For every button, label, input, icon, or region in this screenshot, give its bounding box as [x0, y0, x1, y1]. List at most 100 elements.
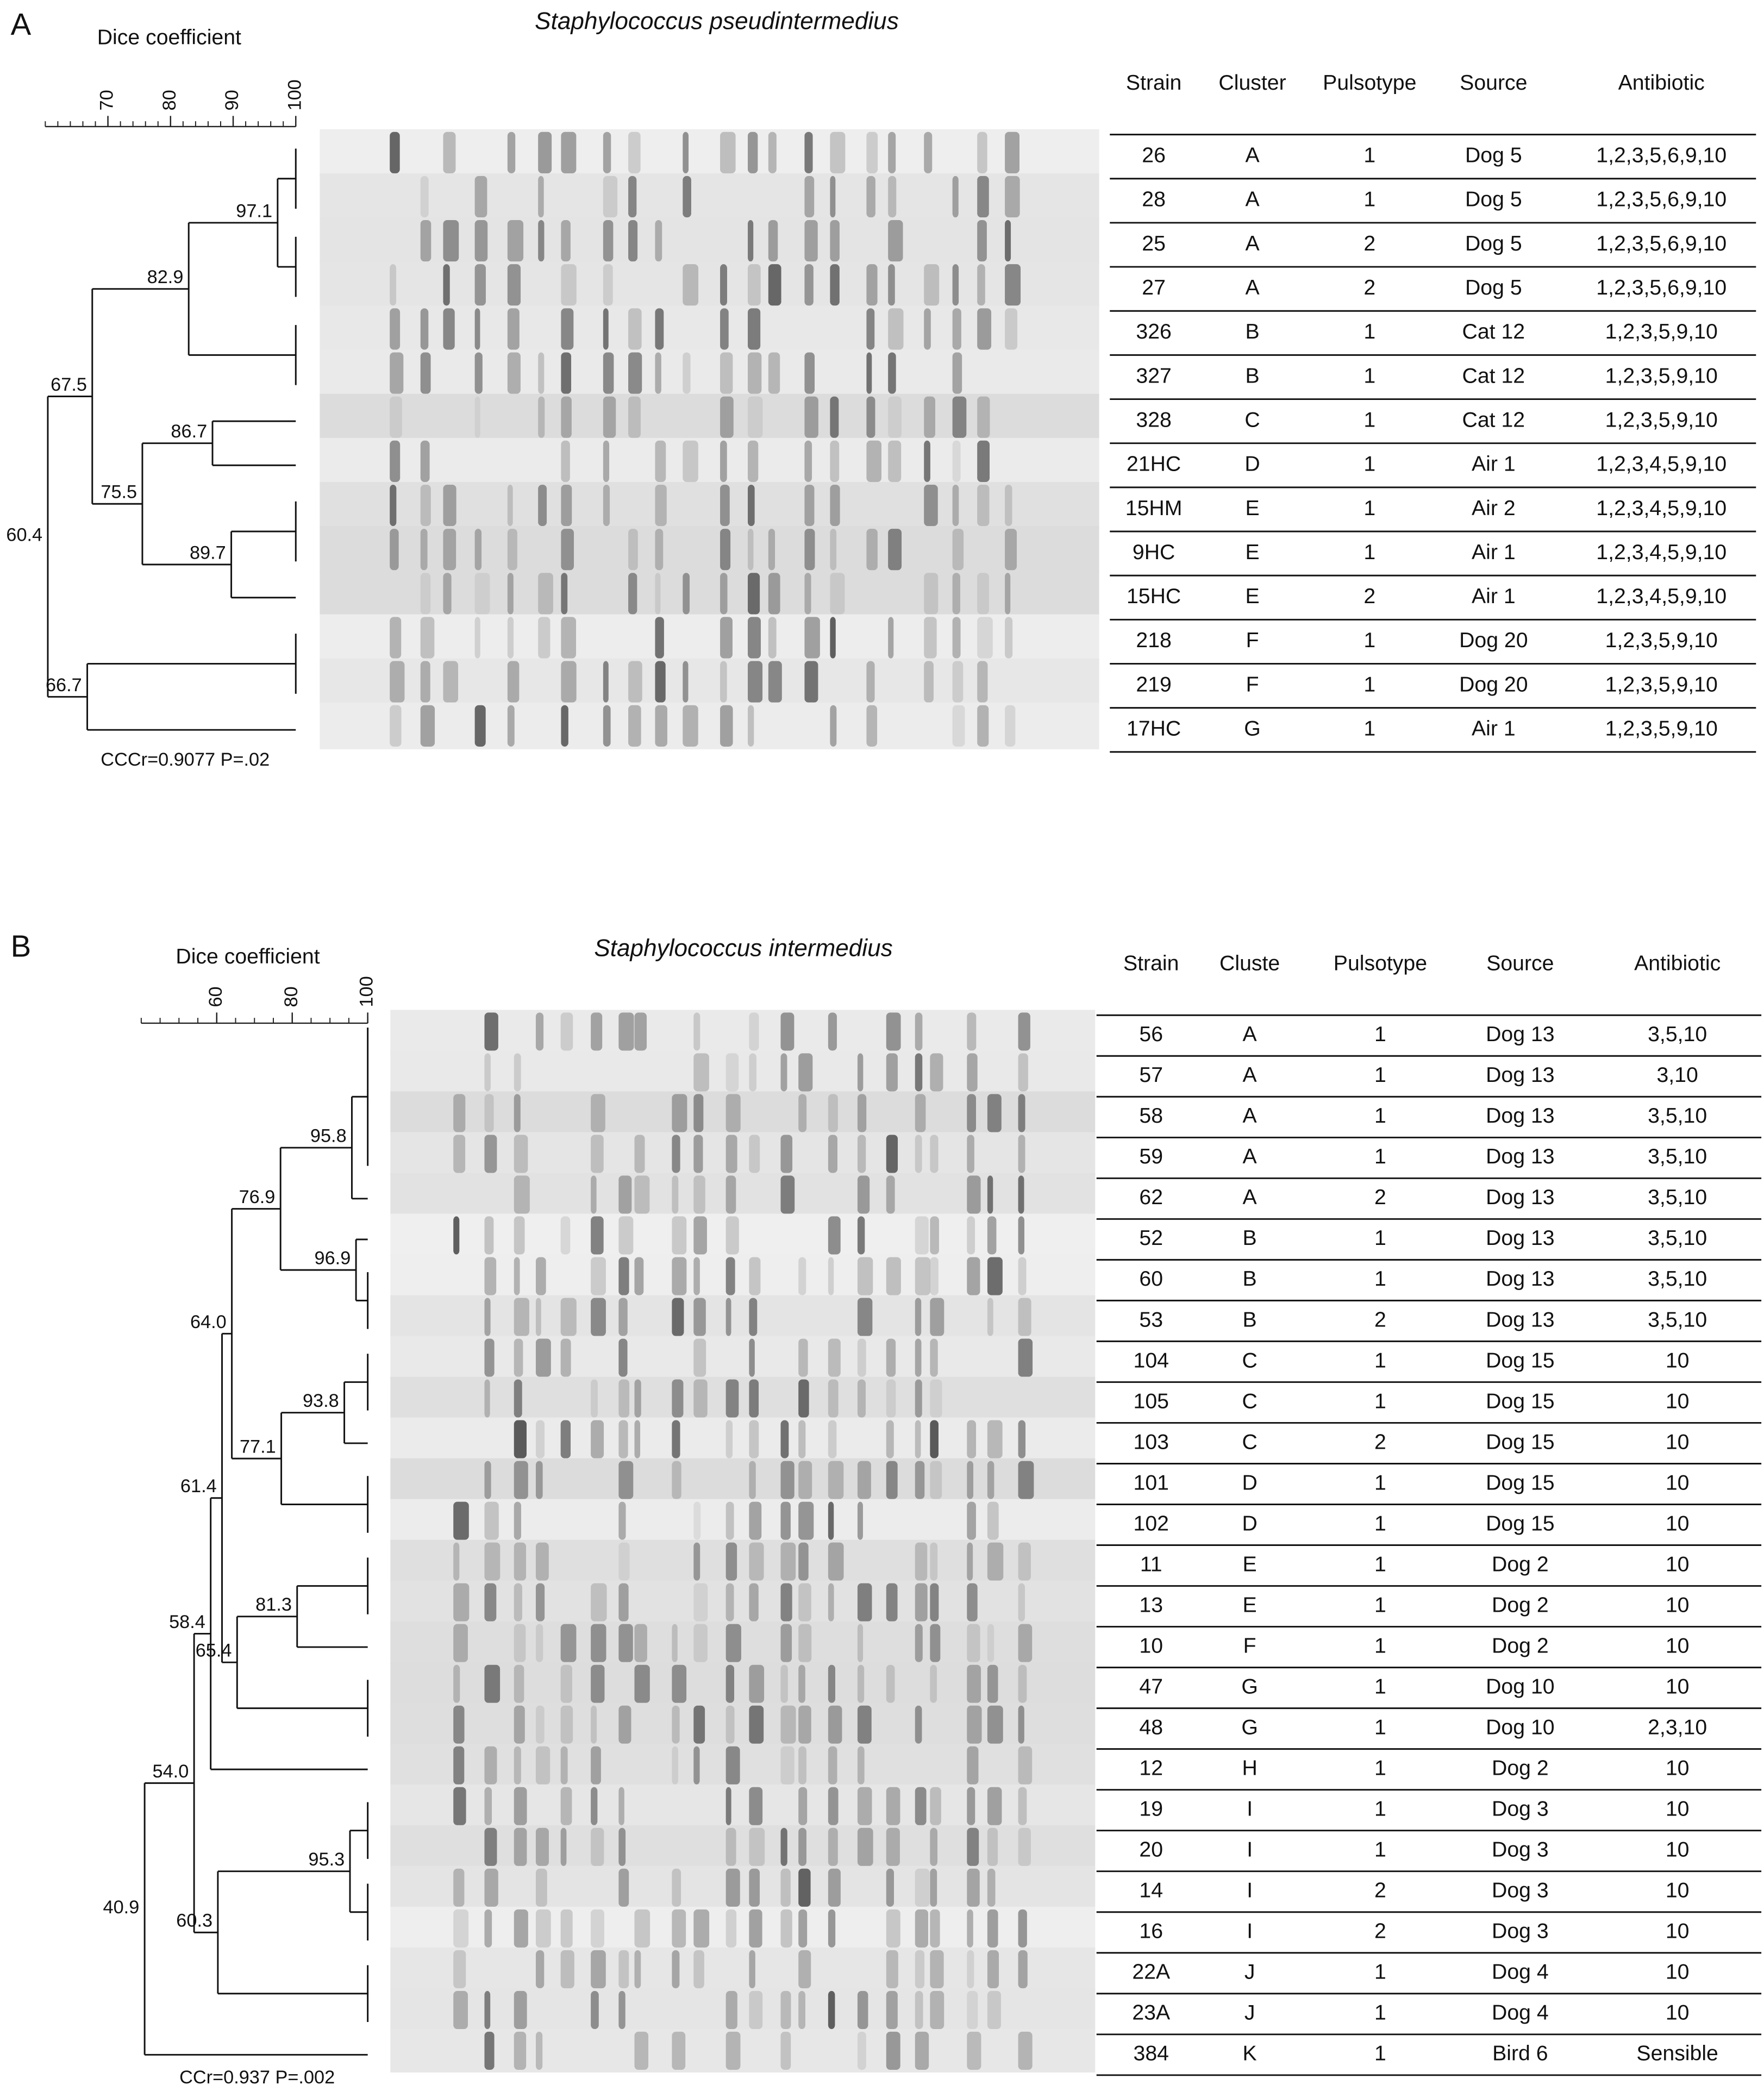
- gel-band: [655, 308, 664, 350]
- gel-band: [514, 1990, 527, 2029]
- gel-band: [967, 1053, 978, 1092]
- table-cell: Dog 2: [1492, 1593, 1549, 1617]
- table-cell: 1,2,3,4,5,9,10: [1596, 496, 1727, 520]
- tick-label: 70: [97, 90, 117, 110]
- table-cell: 2: [1374, 1919, 1386, 1943]
- gel-band: [443, 661, 459, 703]
- gel-band: [930, 1420, 939, 1458]
- gel-band: [560, 1624, 577, 1662]
- table-cell: 17HC: [1127, 717, 1181, 741]
- gel-lane: [390, 1010, 1096, 1054]
- gel-band: [453, 1705, 465, 1744]
- gel-band: [535, 1257, 546, 1295]
- gel-band: [591, 1298, 606, 1336]
- table-cell: 1,2,3,5,9,10: [1605, 320, 1718, 343]
- gel-band: [514, 1298, 529, 1336]
- gel-band: [1005, 220, 1011, 262]
- gel-band: [987, 1501, 999, 1540]
- gel-band: [683, 440, 698, 483]
- gel-band: [693, 1583, 708, 1622]
- table-cell: I: [1247, 1879, 1253, 1902]
- node-label: 89.7: [190, 542, 226, 563]
- gel-band: [804, 440, 812, 483]
- gel-band: [749, 1583, 759, 1622]
- table-cell: 1,2,3,5,9,10: [1605, 408, 1718, 431]
- table-cell: Dog 13: [1486, 1063, 1554, 1087]
- gel-band: [618, 1787, 624, 1825]
- table-cell: Dog 3: [1492, 1879, 1549, 1902]
- gel-band: [672, 2031, 686, 2070]
- table-cell: 1: [1363, 187, 1375, 211]
- gel-band: [603, 132, 611, 173]
- gel-band: [828, 1909, 836, 1948]
- table-cell: 1: [1363, 496, 1375, 520]
- gel-band: [830, 264, 840, 306]
- gel-band: [484, 1012, 498, 1051]
- gel-band: [390, 352, 404, 394]
- gel-band: [655, 705, 667, 747]
- gel-band: [634, 1135, 645, 1173]
- gel-band: [655, 661, 666, 703]
- gel-band: [749, 1950, 755, 1988]
- gel-band: [672, 1298, 684, 1336]
- panel: A Staphylococcus pseudintermedius Dice coe…: [6, 7, 1756, 770]
- table-cell: 1: [1374, 1593, 1386, 1617]
- gel-band: [420, 352, 431, 394]
- table-cell: 2: [1363, 584, 1375, 608]
- gel-band: [655, 529, 664, 571]
- gel-band: [672, 1950, 680, 1988]
- gel-band: [749, 1135, 760, 1173]
- gel-band: [591, 1624, 606, 1662]
- table-cell: 20: [1139, 1838, 1163, 1862]
- gel-band: [484, 1827, 497, 1866]
- gel-band: [798, 1053, 813, 1092]
- gel-band: [967, 1664, 981, 1703]
- gel-band: [591, 1787, 598, 1825]
- table-cell: 1: [1374, 1063, 1386, 1087]
- gel-band: [514, 1175, 530, 1214]
- gel-band: [828, 1461, 844, 1499]
- gel-band: [1018, 1542, 1031, 1581]
- gel-band: [683, 705, 698, 747]
- gel-band: [514, 1542, 527, 1581]
- gel-band: [1005, 617, 1013, 659]
- gel-band: [484, 2031, 495, 2070]
- gel-band: [798, 1094, 807, 1132]
- table-cell: 1: [1374, 1797, 1386, 1821]
- gel-band: [977, 176, 989, 218]
- gel-band: [886, 1583, 898, 1622]
- gel-band: [1018, 1216, 1024, 1255]
- gel-band: [507, 529, 517, 571]
- gel-band: [830, 132, 846, 173]
- gel-band: [693, 1257, 700, 1295]
- gel-band: [1005, 484, 1012, 527]
- table-cell: 10: [1666, 1389, 1690, 1413]
- gel-band: [888, 440, 902, 483]
- gel-band: [1018, 1909, 1027, 1948]
- gel-band: [474, 176, 487, 218]
- gel-band: [886, 1990, 898, 2029]
- gel-band: [886, 1950, 898, 1988]
- table-cell: 1: [1374, 1022, 1386, 1046]
- gel-band: [977, 617, 993, 659]
- gel-band: [749, 1868, 760, 1907]
- gel-band: [924, 573, 939, 615]
- table-cell: 1,2,3,5,9,10: [1605, 672, 1718, 696]
- table-cell: Dog 4: [1492, 1960, 1549, 1984]
- gel-lane: [390, 1539, 1096, 1583]
- table-cell: 1,2,3,5,6,9,10: [1596, 143, 1727, 167]
- gel-band: [628, 396, 641, 438]
- node-label: 96.9: [315, 1248, 351, 1269]
- gel-band: [987, 1787, 1002, 1825]
- table-cell: 3,5,10: [1648, 1104, 1707, 1128]
- gel-band: [967, 1787, 975, 1825]
- table-cell: E: [1245, 584, 1259, 608]
- gel-band: [987, 1827, 998, 1866]
- gel-band: [1018, 1298, 1031, 1336]
- gel-band: [618, 1257, 629, 1295]
- gel-band: [484, 1909, 492, 1948]
- table-cell: 1: [1374, 1389, 1386, 1413]
- gel-band: [967, 1583, 978, 1622]
- table-cell: Sensible: [1636, 2042, 1718, 2065]
- gel-band: [443, 573, 452, 615]
